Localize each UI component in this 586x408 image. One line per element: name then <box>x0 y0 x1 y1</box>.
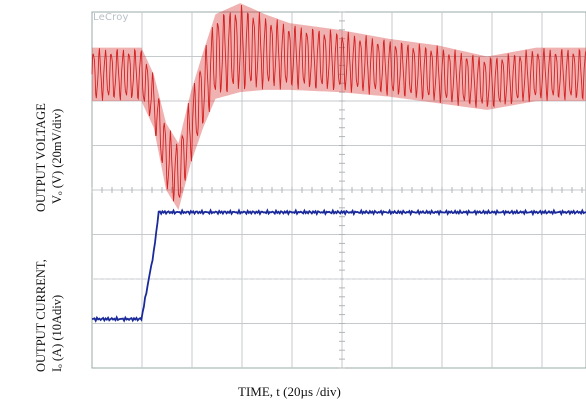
output-current-trace <box>91 208 586 323</box>
plot-grid <box>91 11 586 369</box>
scope-brand-logo: LeCroy <box>93 12 129 23</box>
y-axis-label-current-line1: OUTPUT CURRENT, <box>34 259 48 372</box>
voltage-ripple-envelope <box>92 3 586 211</box>
y-axis-label-voltage-line1: OUTPUT VOLTAGE <box>34 103 48 212</box>
current-waveform-line <box>91 208 586 323</box>
y-axis-label-voltage-line2: Vₒ (V) (20mV/div) <box>50 108 64 204</box>
x-axis-label: TIME, t (20µs /div) <box>238 384 341 399</box>
output-voltage-trace <box>91 3 586 211</box>
y-axis-label-current-line2: Iₒ (A) (10Adiv) <box>50 294 64 372</box>
voltage-waveform-line <box>91 5 586 202</box>
